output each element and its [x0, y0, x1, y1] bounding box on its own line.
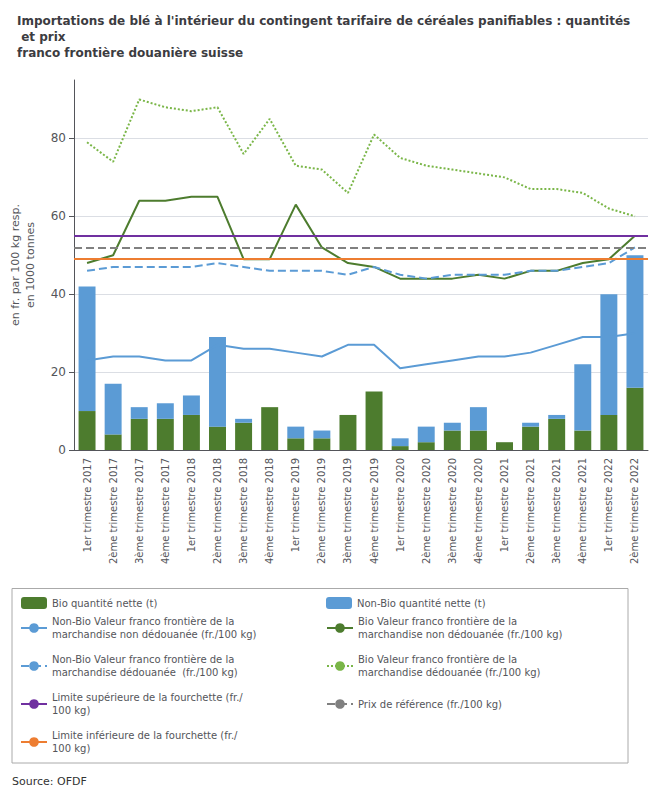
svg-text:80: 80: [51, 131, 66, 145]
svg-text:Prix de référence (fr./100 kg): Prix de référence (fr./100 kg): [358, 699, 502, 710]
svg-text:Limite supérieure de la fourch: Limite supérieure de la fourchette (fr./: [52, 692, 243, 703]
svg-text:1er trimestre 2019: 1er trimestre 2019: [290, 458, 301, 552]
svg-text:60: 60: [51, 209, 66, 223]
svg-text:0: 0: [58, 443, 66, 457]
svg-text:1er trimestre 2021: 1er trimestre 2021: [499, 458, 510, 552]
svg-text:Non-Bio Valeur franco frontièr: Non-Bio Valeur franco frontière de la: [52, 654, 234, 665]
svg-text:2ème trimestre 2017: 2ème trimestre 2017: [108, 458, 119, 564]
svg-text:marchandise non dédouanée (fr.: marchandise non dédouanée (fr./100 kg): [358, 629, 563, 640]
svg-text:4ème trimestre 2020: 4ème trimestre 2020: [473, 458, 484, 564]
svg-text:1er trimestre 2020: 1er trimestre 2020: [395, 458, 406, 552]
svg-text:Bio quantité nette (t): Bio quantité nette (t): [52, 598, 158, 609]
svg-text:Bio Valeur franco frontière de: Bio Valeur franco frontière de la: [358, 654, 517, 665]
svg-text:marchandise non dédouanée (fr.: marchandise non dédouanée (fr./100 kg): [52, 629, 257, 640]
svg-text:2ème trimestre 2018: 2ème trimestre 2018: [212, 458, 223, 564]
svg-text:Bio Valeur franco frontière de: Bio Valeur franco frontière de la: [358, 616, 517, 627]
svg-text:100 kg): 100 kg): [52, 705, 90, 716]
svg-text:1er trimestre 2018: 1er trimestre 2018: [186, 458, 197, 552]
svg-text:1er trimestre 2017: 1er trimestre 2017: [82, 458, 93, 552]
svg-text:3ème trimestre 2018: 3ème trimestre 2018: [238, 458, 249, 564]
svg-text:4ème trimestre 2019: 4ème trimestre 2019: [369, 458, 380, 564]
svg-text:et prix: et prix: [17, 30, 66, 44]
svg-text:4ème trimestre 2018: 4ème trimestre 2018: [264, 458, 275, 564]
svg-text:marchandise dédouanée (fr./100: marchandise dédouanée (fr./100 kg): [358, 667, 541, 678]
svg-text:100 kg): 100 kg): [52, 743, 90, 754]
svg-text:Source: OFDF: Source: OFDF: [12, 775, 87, 788]
svg-text:4ème trimestre 2021: 4ème trimestre 2021: [577, 458, 588, 564]
svg-text:3ème trimestre 2020: 3ème trimestre 2020: [447, 458, 458, 564]
svg-text:en fr. par 100 kg resp.: en fr. par 100 kg resp.: [9, 204, 22, 326]
svg-text:20: 20: [51, 365, 66, 379]
svg-text:3ème trimestre 2017: 3ème trimestre 2017: [134, 458, 145, 564]
svg-text:40: 40: [51, 287, 66, 301]
svg-text:Importations de blé à l'intéri: Importations de blé à l'intérieur du con…: [17, 14, 630, 28]
svg-text:2ème trimestre 2020: 2ème trimestre 2020: [421, 458, 432, 564]
svg-text:Non-Bio Valeur franco frontièr: Non-Bio Valeur franco frontière de la: [52, 616, 234, 627]
svg-text:en 1000 tonnes: en 1000 tonnes: [24, 222, 37, 308]
svg-text:marchandise dédouanée (fr./10: marchandise dédouanée (fr./100 kg): [52, 667, 238, 678]
svg-text:2ème trimestre 2019: 2ème trimestre 2019: [316, 458, 327, 564]
svg-text:2ème trimestre 2022: 2ème trimestre 2022: [629, 458, 640, 564]
svg-text:1er trimestre 2022: 1er trimestre 2022: [603, 458, 614, 552]
svg-text:Non-Bio quantité nette (t): Non-Bio quantité nette (t): [357, 598, 486, 609]
svg-text:3ème trimestre 2021: 3ème trimestre 2021: [551, 458, 562, 564]
svg-text:4ème trimestre 2017: 4ème trimestre 2017: [160, 458, 171, 564]
svg-text:3ème trimestre 2019: 3ème trimestre 2019: [342, 458, 353, 564]
svg-text:franco frontière douanière sui: franco frontière douanière suisse: [17, 46, 243, 60]
svg-text:2ème trimestre 2021: 2ème trimestre 2021: [525, 458, 536, 564]
svg-text:Limite inférieure de la fourch: Limite inférieure de la fourchette (fr./: [52, 730, 238, 741]
